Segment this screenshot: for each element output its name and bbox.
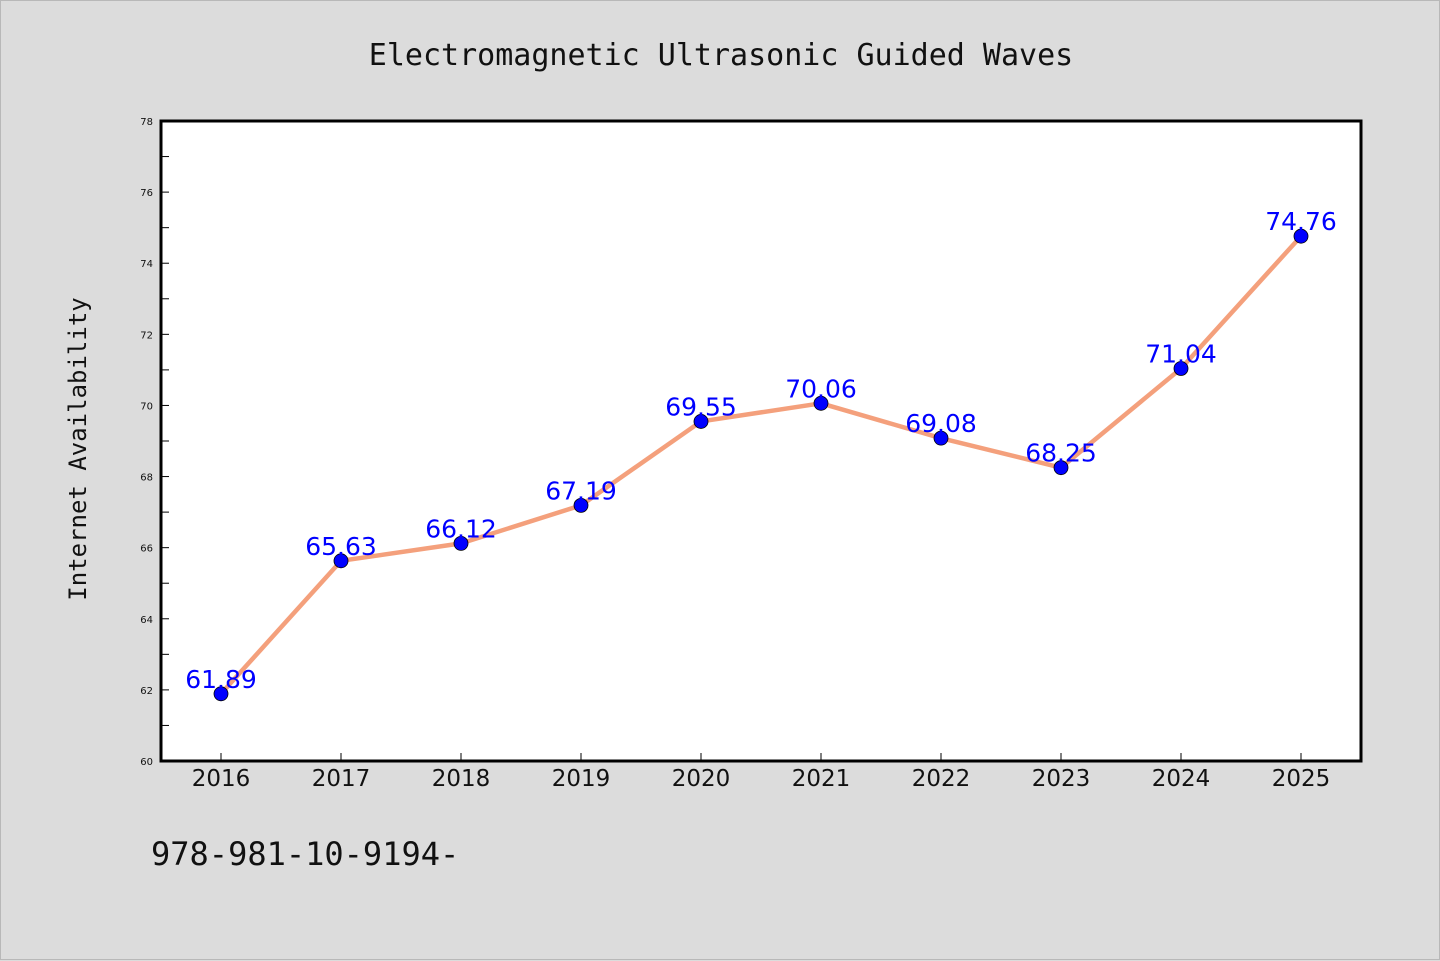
x-tick-label: 2023 [1032, 766, 1091, 792]
data-point [813, 395, 829, 411]
data-point [933, 430, 949, 446]
data-label: 65.63 [305, 532, 377, 561]
x-tick-label: 2024 [1152, 766, 1211, 792]
y-tick-label: 70 [140, 401, 153, 412]
y-tick-label: 60 [140, 757, 153, 768]
data-point [1293, 228, 1309, 244]
data-label: 70.06 [785, 374, 857, 403]
chart-title: Electromagnetic Ultrasonic Guided Waves [369, 38, 1073, 73]
data-labels: 61.89 65.63 66.12 67.19 69.55 70.06 69.08 68.25… [185, 207, 1337, 694]
data-label: 71.04 [1145, 339, 1217, 368]
data-point [453, 536, 469, 551]
data-point [573, 497, 589, 513]
footer-text: 978-981-10-9194- [151, 835, 459, 873]
data-point [1173, 361, 1189, 376]
x-tick-label: 2018 [432, 766, 491, 792]
data-point [1053, 460, 1069, 476]
data-point [693, 414, 709, 429]
series-line [219, 234, 1303, 696]
y-tick-label: 76 [140, 188, 153, 199]
x-tick-label: 2016 [192, 766, 251, 792]
series-markers [213, 228, 1309, 702]
y-tick-label: 64 [140, 615, 153, 626]
x-tick-label: 2022 [912, 766, 971, 792]
x-tick-label: 2021 [792, 766, 851, 792]
data-label: 69.55 [665, 392, 737, 421]
y-tick-label: 68 [140, 473, 153, 484]
data-label: 67.19 [545, 476, 617, 505]
y-tick-label: 62 [140, 686, 153, 697]
x-tick-label: 2019 [552, 766, 611, 792]
x-tick-label: 2025 [1272, 766, 1331, 792]
x-tick-label: 2020 [672, 766, 731, 792]
data-point [213, 686, 229, 702]
y-tick-label: 74 [140, 259, 153, 270]
x-axis: 2016 2017 2018 2019 2020 2021 2022 2023 2024 2025 [192, 753, 1331, 792]
y-tick-label: 78 [140, 117, 153, 128]
data-label: 66.12 [425, 514, 497, 543]
plot-area [159, 119, 1363, 763]
data-label: 68.25 [1025, 439, 1097, 468]
y-axis-label: Internet Availability [64, 297, 92, 600]
data-point [333, 553, 349, 569]
x-tick-label: 2017 [312, 766, 371, 792]
data-label: 61.89 [185, 665, 257, 694]
series-line-group [219, 234, 1303, 696]
y-tick-label: 72 [140, 330, 153, 341]
data-label: 69.08 [905, 409, 977, 438]
y-tick-label: 66 [140, 544, 153, 555]
y-axis: 60 62 64 66 68 70 72 74 76 78 [140, 117, 169, 768]
data-label: 74.76 [1265, 207, 1337, 236]
